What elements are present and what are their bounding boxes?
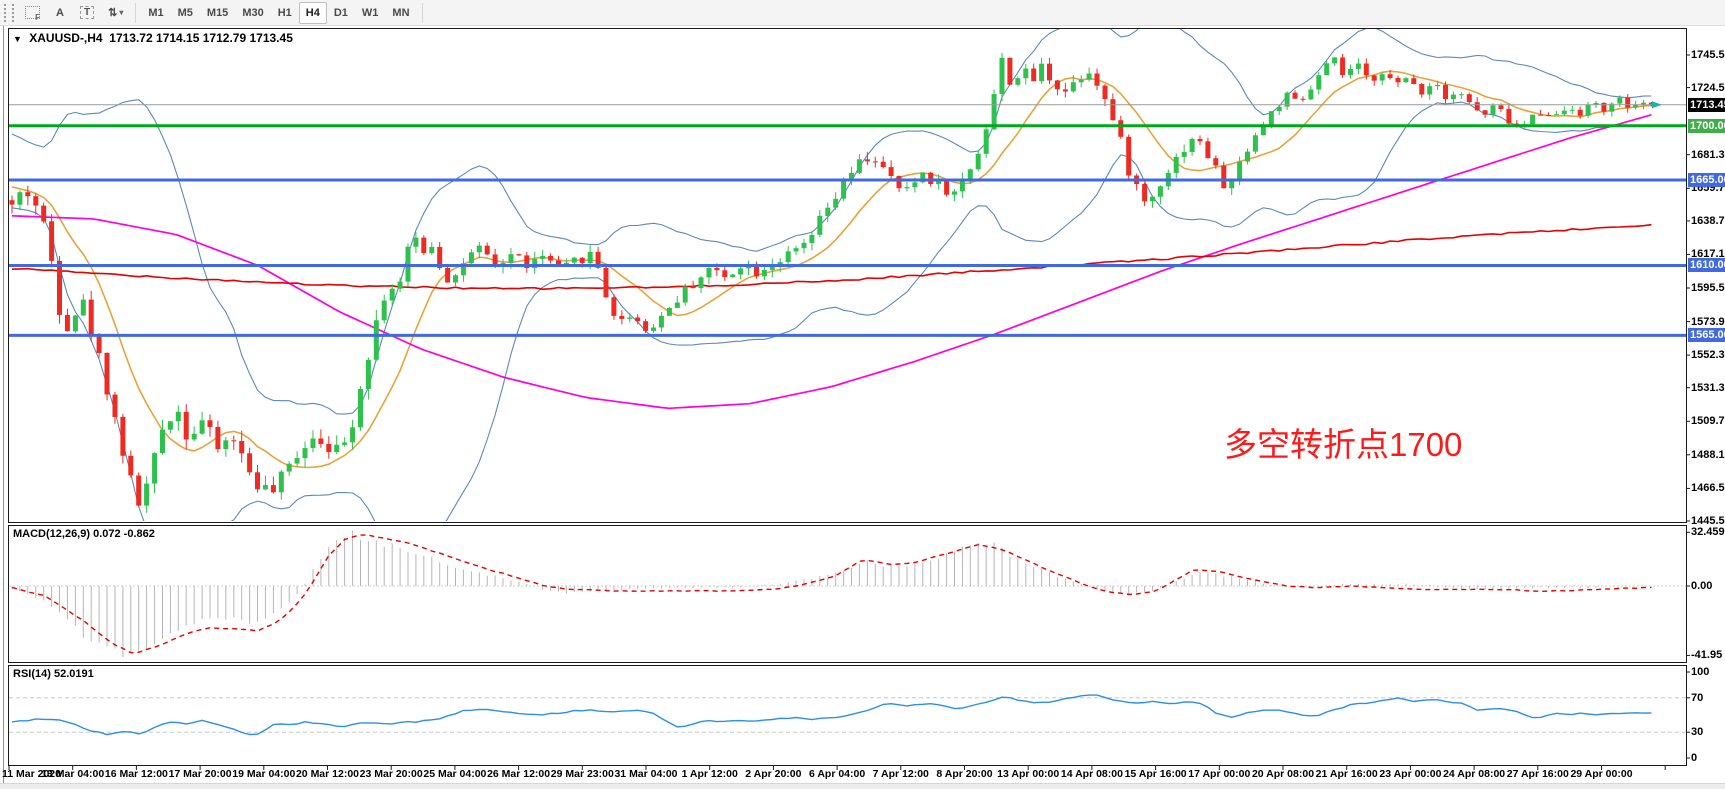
price-tick-label: 1617.10: [1691, 248, 1725, 260]
chevron-down-icon: ▾: [119, 8, 124, 17]
toolbar-separator: [421, 2, 423, 23]
price-tick-label: 1745.50: [1691, 49, 1725, 61]
rsi-tick-label: 0: [1691, 752, 1698, 764]
price-badge-1700-00: 1700.00: [1688, 119, 1725, 133]
macd-tick-label: 32.459: [1691, 526, 1725, 538]
time-tick-label: 1 Apr 12:00: [681, 768, 738, 780]
ohlc-high: 1714.15: [156, 31, 200, 45]
chart-annotation-text: 多空转折点1700: [1224, 426, 1463, 463]
price-tick-label: 1595.50: [1691, 282, 1725, 294]
time-tick-label: 11 Mar 2020: [2, 768, 61, 780]
time-tick-label: 16 Mar 12:00: [104, 768, 168, 780]
fibo-grid-icon: F: [25, 6, 40, 22]
price-tick-label: 1531.30: [1691, 382, 1725, 394]
time-tick-label: 29 Mar 23:00: [550, 768, 614, 780]
price-badge-1610-00: 1610.00: [1688, 258, 1725, 272]
timeframe-buttons: M1 M5 M15 M30 H1 H4 D1 W1 MN: [141, 1, 416, 24]
toolbar: F A T ⇅ ▾ M1 M5 M15 M30 H1 H4 D1 W1 MN: [0, 0, 1725, 26]
toolbar-separator: [135, 2, 137, 23]
time-tick-label: 27 Apr 16:00: [1506, 768, 1569, 780]
time-tick-label: 31 Mar 04:00: [614, 768, 678, 780]
time-tick-label: 8 Apr 20:00: [936, 768, 993, 780]
symbol-dropdown-icon[interactable]: ▼: [13, 34, 22, 44]
arrows-icon: ⇅: [108, 7, 118, 19]
ohlc-open: 1713.72: [109, 31, 153, 45]
macd-panel-canvas[interactable]: [8, 525, 1686, 662]
time-tick-label: 7 Apr 12:00: [872, 768, 929, 780]
rsi-panel-canvas[interactable]: [8, 665, 1686, 765]
text-button[interactable]: A: [47, 2, 73, 24]
price-tick-label: 1724.50: [1691, 82, 1725, 94]
window-bottom-strip: [0, 783, 1725, 789]
timeframe-button-mn[interactable]: MN: [385, 2, 416, 24]
price-tick-label: 1488.10: [1691, 449, 1725, 461]
timeframe-button-w1[interactable]: W1: [355, 2, 386, 24]
rsi-indicator-label: RSI(14) 52.0191: [13, 668, 94, 680]
time-tick-label: 20 Mar 12:00: [295, 768, 360, 780]
price-tick-label: 1466.50: [1691, 482, 1725, 494]
time-tick-label: 23 Apr 00:00: [1379, 768, 1442, 780]
time-tick-label: 13 Mar 04:00: [41, 768, 105, 780]
fibo-grid-button[interactable]: F: [18, 2, 47, 24]
timeframe-button-m30[interactable]: M30: [235, 2, 270, 24]
price-tick-label: 1445.50: [1691, 515, 1725, 527]
time-tick-label: 19 Mar 04:00: [232, 768, 296, 780]
price-badge-1713-45: 1713.45: [1688, 98, 1725, 112]
price-tick-label: 1573.90: [1691, 316, 1725, 328]
time-tick-label: 6 Apr 04:00: [808, 768, 866, 780]
time-tick-label: 21 Apr 16:00: [1315, 768, 1378, 780]
time-tick-label: 13 Apr 00:00: [997, 768, 1060, 780]
ohlc-close: 1713.45: [249, 31, 293, 45]
arrow-styles-button[interactable]: ⇅ ▾: [101, 2, 130, 24]
letter-t-icon: T: [80, 6, 95, 19]
time-tick-label: 2 Apr 20:00: [745, 768, 802, 780]
time-tick-label: 20 Apr 08:00: [1251, 768, 1315, 780]
window-left-border: [3, 26, 4, 783]
price-tick-label: 1552.30: [1691, 349, 1725, 361]
timeframe-button-d1[interactable]: D1: [327, 2, 355, 24]
price-tick-label: 1638.70: [1691, 215, 1725, 227]
macd-tick-label: -41.95: [1691, 649, 1723, 661]
time-tick-label: 25 Mar 04:00: [423, 768, 487, 780]
price-tick-label: 1681.30: [1691, 149, 1725, 161]
time-tick-label: 15 Apr 16:00: [1124, 768, 1187, 780]
time-tick-label: 23 Mar 20:00: [359, 768, 423, 780]
rsi-tick-label: 70: [1691, 692, 1704, 704]
price-badge-1565-00: 1565.00: [1688, 328, 1725, 342]
text-label-button[interactable]: T: [73, 2, 101, 24]
timeframe-button-m5[interactable]: M5: [171, 2, 200, 24]
time-tick-label: 29 Apr 00:00: [1570, 768, 1633, 780]
toolbar-drag-handle[interactable]: [4, 3, 14, 22]
symbol-label: XAUUSD-,H4: [29, 31, 103, 45]
letter-a-icon: A: [56, 6, 64, 19]
rsi-tick-label: 100: [1691, 666, 1710, 678]
timeframe-button-m15[interactable]: M15: [200, 2, 235, 24]
time-tick-label: 17 Mar 20:00: [168, 768, 232, 780]
timeframe-button-h1[interactable]: H1: [271, 2, 299, 24]
time-tick-label: 26 Mar 12:00: [487, 768, 551, 780]
rsi-tick-label: 30: [1691, 726, 1704, 738]
time-tick-label: 24 Apr 08:00: [1443, 768, 1506, 780]
time-tick-label: 17 Apr 00:00: [1188, 768, 1251, 780]
ohlc-low: 1712.79: [202, 31, 247, 45]
timeframe-button-h4[interactable]: H4: [298, 1, 327, 24]
chart-title: ▼ XAUUSD-,H4 1713.72 1714.15 1712.79 171…: [13, 31, 293, 45]
macd-indicator-label: MACD(12,26,9) 0.072 -0.862: [13, 528, 155, 540]
price-tick-label: 1509.70: [1691, 415, 1725, 427]
timeframe-button-m1[interactable]: M1: [141, 2, 170, 24]
price-badge-1665-00: 1665.00: [1688, 173, 1725, 187]
time-tick-label: 14 Apr 08:00: [1060, 768, 1123, 780]
macd-tick-label: 0.00: [1691, 580, 1713, 592]
